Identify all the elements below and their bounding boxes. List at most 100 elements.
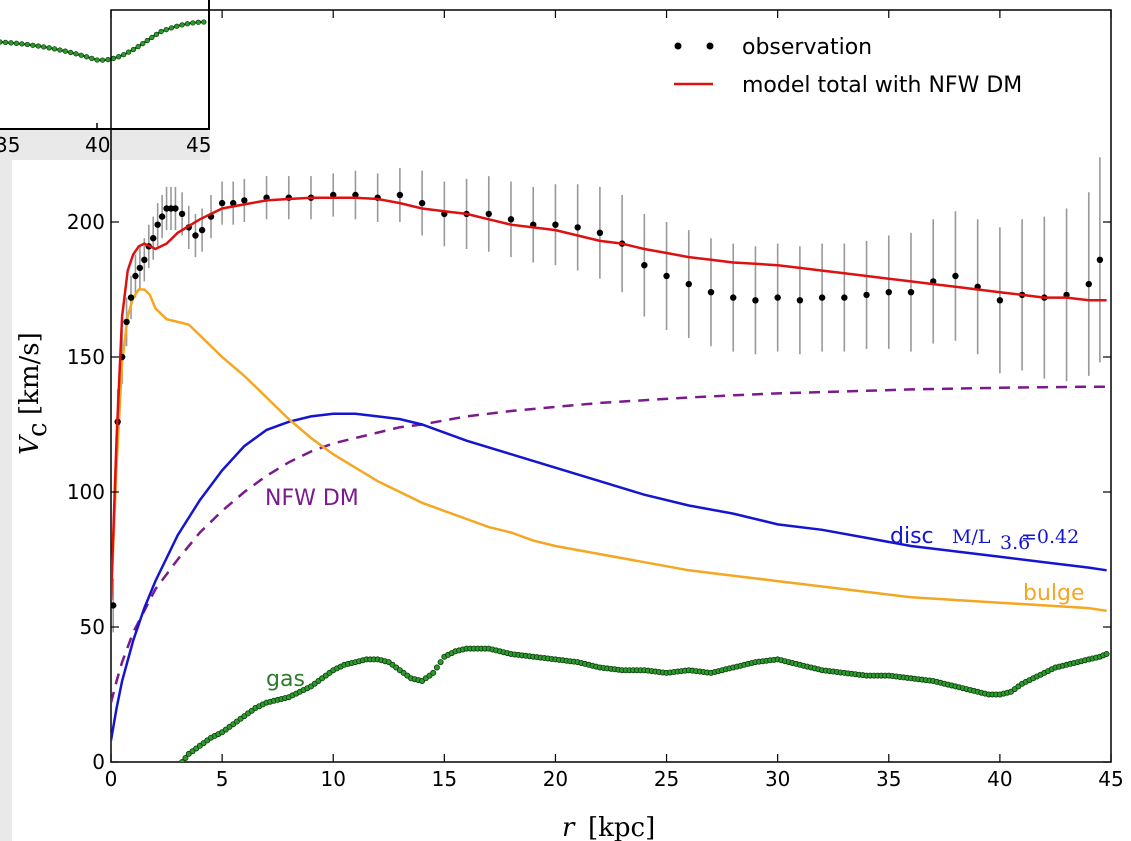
model-total-curve: [111, 196, 1107, 601]
observation-point: [863, 291, 870, 299]
bulge-annotation: bulge: [1023, 581, 1085, 606]
inset-tick-label-35: 35: [0, 133, 20, 157]
y-axis-label: V c [km/s]: [15, 332, 53, 455]
inset-gas-point: [2, 39, 9, 46]
legend-observation-label: observation: [742, 35, 872, 60]
inset-gas-point: [24, 41, 31, 48]
gas-point: [437, 659, 444, 666]
observation-point: [730, 294, 737, 301]
inset-gas-point: [195, 19, 201, 25]
inset-gas-point: [8, 40, 14, 46]
inset-background: [0, 0, 210, 130]
gas-point: [433, 664, 440, 671]
y-axis-label-unit: [km/s]: [15, 332, 45, 415]
observation-point: [172, 205, 179, 212]
x-tick-label: 20: [543, 767, 568, 791]
y-tick-label: 150: [67, 345, 105, 369]
inset-gas-point: [41, 44, 47, 50]
disc-ml-subscript: 3.6: [1000, 532, 1030, 554]
observation-point: [663, 272, 670, 280]
observation-point: [752, 297, 759, 304]
disc-ml-value: =0.42: [1021, 526, 1079, 548]
observation-point: [192, 232, 199, 239]
observation-point: [485, 210, 492, 218]
observation-point: [241, 197, 248, 204]
inset-gas-point: [153, 31, 160, 38]
observation-point: [167, 205, 175, 212]
observation-point: [596, 229, 604, 236]
inset-gas-point: [13, 40, 20, 46]
observation-point: [178, 210, 186, 218]
x-axis-label-unit: [kpc]: [588, 813, 655, 841]
inset-gas-point: [78, 52, 84, 58]
x-tick-label: 25: [654, 767, 679, 791]
observation-point: [907, 289, 915, 296]
inset-gas-points: [0, 19, 207, 63]
legend-model-label: model total with NFW DM: [742, 73, 1022, 98]
observation-point: [818, 294, 826, 301]
gas-annotation: gas: [266, 667, 305, 692]
inset-gas-point: [201, 19, 207, 25]
y-axis-label-subscript: c: [23, 422, 53, 437]
observation-point: [132, 272, 139, 280]
x-tick-label: 5: [216, 767, 229, 791]
inset-gas-point: [35, 43, 41, 49]
inset-tick-label-40: 40: [85, 133, 110, 157]
axis-ticks: 0 5 10 15 20 25 30 35 40 45 0 50 100 150 200: [67, 10, 1124, 791]
observation-point: [707, 289, 715, 296]
inset-gas-point: [30, 42, 36, 48]
inset-gas-point: [115, 54, 122, 60]
inset-gas-point: [99, 57, 106, 63]
disc-curve: [111, 412, 1107, 741]
observation-point: [885, 289, 892, 296]
observation-point: [996, 297, 1004, 304]
observation-point: [218, 199, 226, 207]
y-axis-label-symbol: V: [15, 434, 45, 455]
inset-gas-point: [121, 51, 127, 58]
observation-point: [198, 226, 206, 234]
observation-point: [127, 294, 135, 301]
observation-point: [150, 235, 157, 242]
inset-gas-point: [125, 49, 132, 55]
disc-annotation: disc: [890, 524, 934, 549]
inset-gas-point: [73, 51, 79, 57]
observation-point: [952, 272, 959, 280]
observation-point: [163, 205, 170, 212]
x-tick-label: 30: [765, 767, 790, 791]
main-figure-background-lower: [12, 160, 1131, 841]
inset-gas-point: [46, 45, 52, 51]
plot-frame: [110, 9, 1112, 763]
legend-observation-marker-1: [674, 42, 682, 50]
observation-point: [574, 224, 581, 231]
observation-point: [154, 221, 161, 228]
observation-point: [418, 199, 426, 207]
observation-point: [796, 297, 804, 304]
nfw-annotation: NFW DM: [265, 486, 359, 511]
inset-gas-point: [67, 49, 74, 56]
observation-point: [141, 256, 148, 263]
inset-gas-point: [144, 37, 150, 44]
inset-gas-point: [105, 56, 111, 63]
inset-gas-point: [168, 25, 175, 31]
inset-tick-label-45: 45: [186, 133, 211, 157]
inset-gas-point: [62, 48, 68, 54]
legend: observation model total with NFW DM: [674, 35, 1022, 98]
inset-gas-point: [57, 47, 63, 53]
inset-gas-point: [149, 34, 155, 41]
disc-ml-annotation: M/L: [952, 526, 991, 548]
inset-gas-point: [140, 40, 146, 47]
inset-gas-point: [163, 26, 169, 33]
y-tick-label: 0: [92, 750, 105, 774]
observation-point: [774, 294, 781, 301]
x-tick-label: 10: [320, 767, 345, 791]
plot-area: [111, 157, 1110, 762]
inset-gas-point: [110, 55, 117, 62]
observation-point: [841, 294, 848, 301]
x-tick-label: 0: [105, 767, 118, 791]
inset-gas-point: [190, 20, 196, 26]
inset-gas-point: [184, 21, 191, 27]
legend-observation-marker-2: [706, 42, 714, 50]
inset-gas-point: [94, 57, 100, 63]
inset-gas-point: [51, 46, 58, 52]
